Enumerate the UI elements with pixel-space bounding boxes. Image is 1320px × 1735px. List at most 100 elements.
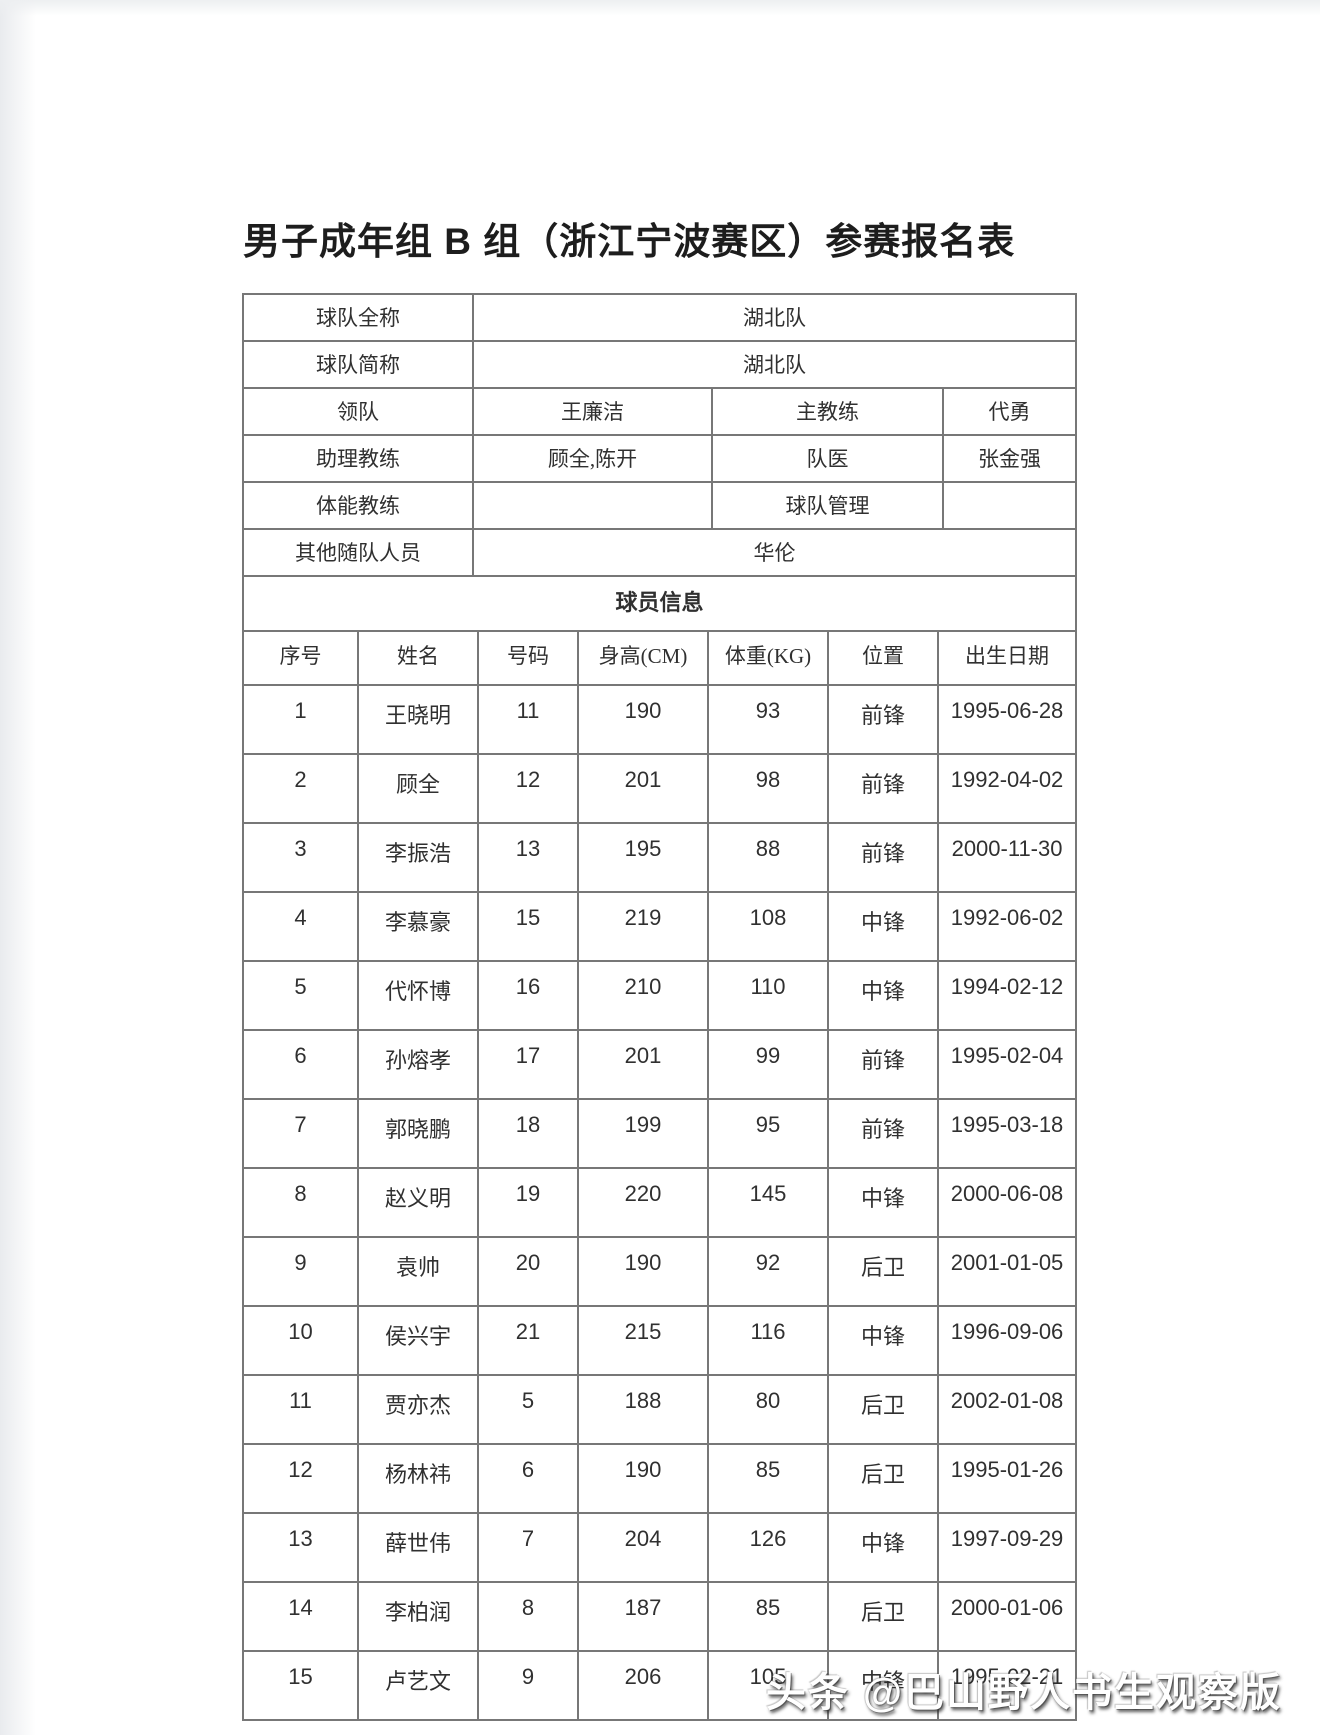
player-row-14: 14 李柏润 8 187 85 后卫 2000-01-06: [242, 1581, 1078, 1652]
player-position: 前锋: [827, 753, 939, 824]
player-row-13: 13 薛世伟 7 204 126 中锋 1997-09-29: [242, 1512, 1078, 1583]
player-number: 6: [477, 1443, 579, 1514]
player-birth: 1992-04-02: [936, 753, 1078, 824]
player-no: 11: [242, 1374, 359, 1445]
player-no: 1: [242, 684, 359, 755]
player-number: 7: [477, 1512, 579, 1583]
player-number: 19: [477, 1167, 579, 1238]
player-birth: 1995-03-18: [936, 1098, 1078, 1169]
col-header-birth: 出生日期: [936, 630, 1078, 686]
player-number: 16: [477, 960, 579, 1031]
player-name: 袁帅: [357, 1236, 479, 1307]
player-height: 210: [577, 960, 709, 1031]
player-no: 13: [242, 1512, 359, 1583]
player-birth: 1992-06-02: [936, 891, 1078, 962]
player-number: 5: [477, 1374, 579, 1445]
player-position: 中锋: [827, 891, 939, 962]
player-position: 前锋: [827, 1098, 939, 1169]
player-position: 中锋: [827, 1512, 939, 1583]
other-staff-value: 华伦: [472, 528, 1077, 577]
player-position: 前锋: [827, 1029, 939, 1100]
player-weight: 85: [707, 1443, 829, 1514]
player-position: 中锋: [827, 1305, 939, 1376]
player-height: 195: [577, 822, 709, 893]
other-staff-row: 其他随队人员 华伦: [242, 528, 1077, 577]
player-row-3: 3 李振浩 13 195 88 前锋 2000-11-30: [242, 822, 1078, 893]
player-birth: 2001-01-05: [936, 1236, 1078, 1307]
team-info-table: 球队全称 湖北队 球队简称 湖北队 领队 王廉洁 主教练 代勇 助理教练 顾全,…: [242, 293, 1077, 577]
player-number: 20: [477, 1236, 579, 1307]
player-number: 18: [477, 1098, 579, 1169]
player-height: 188: [577, 1374, 709, 1445]
player-weight: 80: [707, 1374, 829, 1445]
player-no: 15: [242, 1650, 359, 1721]
player-name: 孙熔孝: [357, 1029, 479, 1100]
player-position: 中锋: [827, 1650, 939, 1721]
player-name: 薛世伟: [357, 1512, 479, 1583]
player-name: 贾亦杰: [357, 1374, 479, 1445]
col-header-height: 身高(CM): [577, 630, 709, 686]
player-name: 侯兴宇: [357, 1305, 479, 1376]
player-no: 12: [242, 1443, 359, 1514]
player-weight: 93: [707, 684, 829, 755]
player-number: 12: [477, 753, 579, 824]
player-position: 后卫: [827, 1374, 939, 1445]
player-weight: 92: [707, 1236, 829, 1307]
player-weight: 98: [707, 753, 829, 824]
player-number: 9: [477, 1650, 579, 1721]
manager-label: 球队管理: [711, 481, 944, 530]
player-height: 206: [577, 1650, 709, 1721]
page-edge-shading-top: [0, 0, 1320, 16]
col-header-number: 号码: [477, 630, 579, 686]
player-weight: 108: [707, 891, 829, 962]
players-table: 球员信息 序号 姓名 号码 身高(CM) 体重(KG) 位置 出生日期 1 王晓明…: [241, 575, 1078, 1721]
player-row-12: 12 杨林祎 6 190 85 后卫 1995-01-26: [242, 1443, 1078, 1514]
other-staff-label: 其他随队人员: [242, 528, 474, 577]
player-name: 郭晓鹏: [357, 1098, 479, 1169]
player-height: 204: [577, 1512, 709, 1583]
players-section-header-row: 球员信息: [241, 575, 1078, 632]
col-header-name: 姓名: [357, 630, 479, 686]
player-weight: 95: [707, 1098, 829, 1169]
head-coach-value: 代勇: [942, 387, 1077, 436]
player-position: 中锋: [827, 1167, 939, 1238]
player-no: 2: [242, 753, 359, 824]
assistant-doctor-row: 助理教练 顾全,陈开 队医 张金强: [242, 434, 1077, 483]
player-weight: 126: [707, 1512, 829, 1583]
fitness-coach-label: 体能教练: [242, 481, 474, 530]
player-row-4: 4 李慕豪 15 219 108 中锋 1992-06-02: [242, 891, 1078, 962]
player-birth: 2000-11-30: [936, 822, 1078, 893]
col-header-position: 位置: [827, 630, 939, 686]
player-weight: 85: [707, 1581, 829, 1652]
player-number: 8: [477, 1581, 579, 1652]
player-name: 李柏润: [357, 1581, 479, 1652]
player-row-1: 1 王晓明 11 190 93 前锋 1995-06-28: [242, 684, 1078, 755]
fitness-coach-value: [472, 481, 713, 530]
toutiao-watermark: 头条 @巴山野人书生观察版: [765, 1671, 1282, 1715]
team-short-name-value: 湖北队: [472, 340, 1077, 389]
leader-value: 王廉洁: [472, 387, 713, 436]
player-row-2: 2 顾全 12 201 98 前锋 1992-04-02: [242, 753, 1078, 824]
player-no: 3: [242, 822, 359, 893]
player-birth: 1995-06-28: [936, 684, 1078, 755]
team-short-name-row: 球队简称 湖北队: [242, 340, 1077, 389]
player-row-10: 10 侯兴宇 21 215 116 中锋 1996-09-06: [242, 1305, 1078, 1376]
player-birth: 2002-01-08: [936, 1374, 1078, 1445]
player-weight: 88: [707, 822, 829, 893]
player-row-7: 7 郭晓鹏 18 199 95 前锋 1995-03-18: [242, 1098, 1078, 1169]
team-full-name-value: 湖北队: [472, 293, 1077, 342]
player-no: 5: [242, 960, 359, 1031]
player-name: 顾全: [357, 753, 479, 824]
team-full-name-row: 球队全称 湖北队: [242, 293, 1077, 342]
player-birth: 1994-02-12: [936, 960, 1078, 1031]
player-row-11: 11 贾亦杰 5 188 80 后卫 2002-01-08: [242, 1374, 1078, 1445]
player-birth: 2000-01-06: [936, 1581, 1078, 1652]
player-position: 前锋: [827, 822, 939, 893]
doctor-value: 张金强: [942, 434, 1077, 483]
player-position: 后卫: [827, 1236, 939, 1307]
head-coach-label: 主教练: [711, 387, 944, 436]
player-no: 6: [242, 1029, 359, 1100]
player-row-8: 8 赵义明 19 220 145 中锋 2000-06-08: [242, 1167, 1078, 1238]
player-birth: 2000-06-08: [936, 1167, 1078, 1238]
player-height: 187: [577, 1581, 709, 1652]
